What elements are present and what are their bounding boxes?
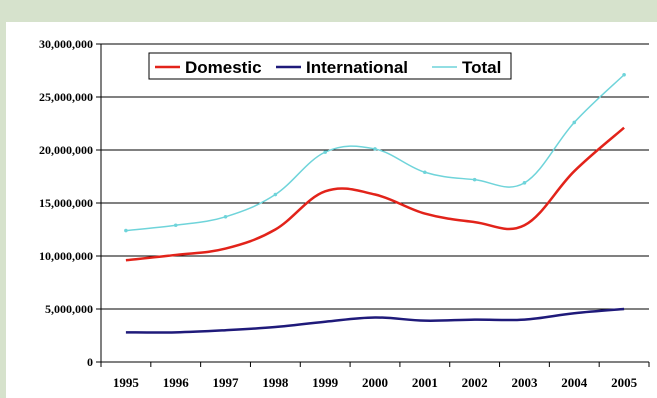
x-tick-label: 1998 — [262, 375, 289, 390]
legend-label-domestic: Domestic — [185, 58, 262, 77]
y-tick-label: 25,000,000 — [39, 90, 93, 104]
x-tick-label: 2001 — [412, 375, 438, 390]
x-tick-label: 2004 — [561, 375, 588, 390]
data-point-total — [124, 228, 128, 233]
legend-label-international: International — [306, 58, 408, 77]
data-point-total — [622, 72, 626, 77]
grid-lines — [101, 43, 649, 310]
y-tick-label: 5,000,000 — [45, 302, 93, 316]
x-tick-label: 1997 — [213, 375, 240, 390]
data-point-total — [323, 150, 327, 154]
series-line-total — [125, 74, 625, 232]
data-point-total — [572, 120, 577, 125]
x-tick-label: 1995 — [113, 375, 140, 390]
legend: Domestic International Total — [148, 52, 512, 80]
data-point-total — [273, 192, 278, 197]
data-point-total — [423, 170, 427, 175]
series-line-international — [125, 307, 625, 334]
data-point-total — [522, 181, 527, 185]
line-chart: 0 5,000,000 10,000,000 15,000,000 20,000,000… — [39, 37, 650, 390]
x-tick-label: 2003 — [511, 375, 538, 390]
y-tick-label: 10,000,000 — [39, 249, 93, 263]
y-tick-label: 30,000,000 — [39, 37, 93, 51]
legend-label-total: Total — [462, 58, 501, 77]
data-point-total — [223, 214, 228, 219]
series-line-domestic — [125, 126, 625, 262]
chart-frame: 0 5,000,000 10,000,000 15,000,000 20,000,000… — [6, 22, 657, 398]
y-tick-label: 15,000,000 — [39, 196, 93, 210]
x-tick-label: 2005 — [611, 375, 638, 390]
y-tick-label: 20,000,000 — [39, 143, 93, 157]
x-tick-label: 1999 — [312, 375, 339, 390]
data-point-total — [373, 147, 377, 151]
y-tick-label: 0 — [87, 355, 93, 369]
legend-box — [148, 52, 512, 80]
x-tick-label: 1996 — [163, 375, 190, 390]
y-axis-ticks: 0 5,000,000 10,000,000 15,000,000 20,000,000… — [39, 37, 101, 369]
data-point-total — [472, 177, 477, 182]
series-lines — [124, 72, 626, 334]
x-tick-label: 2002 — [462, 375, 488, 390]
data-point-total — [173, 223, 178, 228]
x-tick-label: 2000 — [362, 375, 388, 390]
x-axis-ticks: 1995 1996 1997 1998 1999 2000 2001 2002 2003 2004… — [100, 362, 650, 390]
